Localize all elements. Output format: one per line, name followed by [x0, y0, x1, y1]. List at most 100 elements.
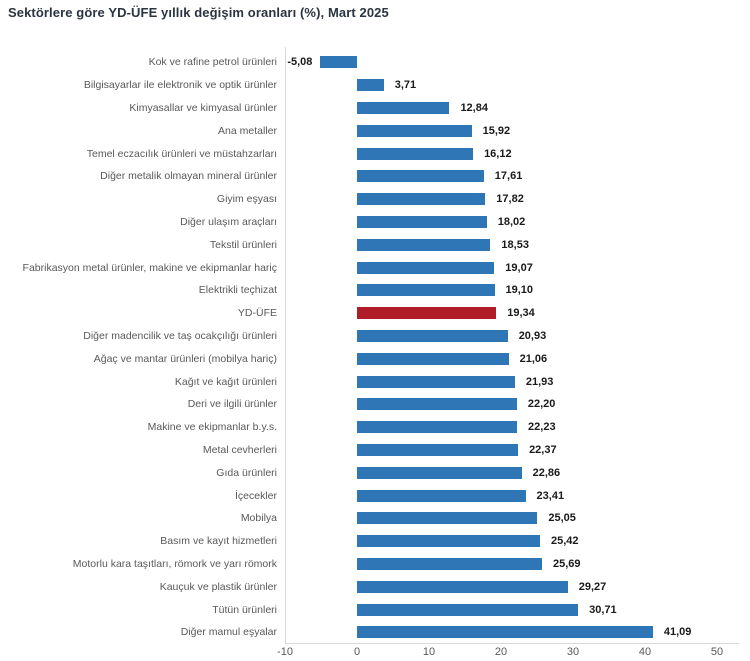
x-axis-tick-label: 0	[353, 646, 361, 658]
plot-cell: 3,71	[285, 74, 750, 97]
bar-row: Deri ve ilgili ürünler 22,20	[0, 393, 750, 416]
bar-row: Ana metaller 15,92	[0, 119, 750, 142]
category-label: Bilgisayarlar ile elektronik ve optik ür…	[83, 79, 277, 92]
x-axis-tick-label: 50	[710, 646, 724, 658]
category-label: Ana metaller	[218, 124, 277, 137]
bar	[357, 443, 519, 456]
bar-row: Temel eczacılık ürünleri ve müstahzarlar…	[0, 142, 750, 165]
category-label: Mobilya	[240, 512, 277, 525]
value-label: 22,37	[529, 443, 557, 456]
value-label: 25,69	[552, 557, 581, 570]
value-label: 25,05	[548, 512, 576, 525]
plot-cell: 19,10	[285, 279, 750, 302]
category-label: Deri ve ilgili ürünler	[187, 398, 277, 411]
plot-cell: 17,61	[285, 165, 750, 188]
plot-cell: 19,07	[285, 256, 750, 279]
category-label: İçecekler	[234, 489, 277, 502]
bar-row: Mobilya 25,05	[0, 507, 750, 530]
value-label: 15,92	[482, 124, 511, 137]
value-label: 41,09	[663, 626, 692, 639]
plot-cell: 20,93	[285, 325, 750, 348]
category-label: Fabrikasyon metal ürünler, makine ve eki…	[22, 261, 277, 274]
plot-cell: 12,84	[285, 97, 750, 120]
plot-cell: 22,20	[285, 393, 750, 416]
bar	[357, 466, 522, 479]
plot-cell: 21,06	[285, 347, 750, 370]
plot-cell: 41,09	[285, 621, 750, 644]
plot-cell: -5,08	[285, 51, 750, 74]
plot-cell: 15,92	[285, 119, 750, 142]
value-label: 19,07	[505, 261, 533, 274]
bar-row: Motorlu kara taşıtları, römork ve yarı r…	[0, 553, 750, 576]
bar-row: Kimyasallar ve kimyasal ürünler 12,84	[0, 97, 750, 120]
chart-title: Sektörlere göre YD-ÜFE yıllık değişim or…	[8, 5, 389, 20]
bar-row: Kağıt ve kağıt ürünleri 21,93	[0, 370, 750, 393]
bar-row: Metal cevherleri 22,37	[0, 439, 750, 462]
bar	[357, 580, 568, 593]
plot-cell: 21,93	[285, 370, 750, 393]
category-label: Giyim eşyası	[216, 193, 277, 206]
plot-cell: 18,53	[285, 233, 750, 256]
bar	[357, 79, 384, 92]
x-axis-tick-label: 30	[566, 646, 580, 658]
x-axis-tick-label: 10	[422, 646, 436, 658]
category-label: Ağaç ve mantar ürünleri (mobilya hariç)	[93, 352, 277, 365]
category-label: Temel eczacılık ürünleri ve müstahzarlar…	[86, 147, 277, 160]
bar	[357, 147, 474, 160]
category-label: Diğer ulaşım araçları	[180, 215, 277, 228]
category-label: Diğer mamul eşyalar	[180, 626, 277, 639]
bar-row: Tütün ürünleri 30,71	[0, 598, 750, 621]
bar	[357, 421, 518, 434]
bar	[357, 170, 484, 183]
category-label: Kok ve rafine petrol ürünleri	[148, 56, 277, 69]
value-label: 19,10	[505, 284, 534, 297]
bar	[357, 101, 450, 114]
bar	[357, 557, 542, 570]
x-axis-tick-label: 40	[638, 646, 652, 658]
bar	[357, 329, 508, 342]
value-label: 23,41	[536, 489, 565, 502]
x-axis-tick-label: 20	[494, 646, 508, 658]
bar-row: YD-ÜFE 19,34	[0, 302, 750, 325]
value-label: 18,02	[497, 215, 526, 228]
value-label: 22,23	[528, 421, 556, 434]
plot-cell: 17,82	[285, 188, 750, 211]
value-label: 19,34	[507, 307, 535, 320]
category-label: Elektrikli teçhizat	[198, 284, 277, 297]
value-label: 12,84	[460, 101, 488, 114]
bar-row: İçecekler 23,41	[0, 484, 750, 507]
bar	[357, 261, 495, 274]
value-label: -5,08	[287, 56, 313, 69]
value-label: 22,86	[532, 466, 561, 479]
bar-row: Diğer ulaşım araçları 18,02	[0, 211, 750, 234]
bar	[320, 56, 357, 69]
x-axis-line	[285, 643, 739, 644]
category-label: Gıda ürünleri	[216, 466, 277, 479]
highlight-bar	[357, 307, 497, 320]
plot-cell: 23,41	[285, 484, 750, 507]
plot-cell: 25,69	[285, 553, 750, 576]
bar-row: Diğer metalik olmayan mineral ürünler 17,…	[0, 165, 750, 188]
bar-row: Kok ve rafine petrol ürünleri -5,08	[0, 51, 750, 74]
bar	[357, 512, 538, 525]
bar-row: Ağaç ve mantar ürünleri (mobilya hariç) 2…	[0, 347, 750, 370]
category-label: Makine ve ekipmanlar b.y.s.	[147, 421, 277, 434]
category-label: Tekstil ürünleri	[209, 238, 277, 251]
value-label: 17,61	[494, 170, 523, 183]
bar-row: Diğer mamul eşyalar 41,09	[0, 621, 750, 644]
bar-row: Tekstil ürünleri 18,53	[0, 233, 750, 256]
value-label: 16,12	[484, 147, 512, 160]
value-label: 17,82	[496, 193, 524, 206]
bar-row: Diğer madencilik ve taş ocakçılığı ürünl…	[0, 325, 750, 348]
bar-row: Giyim eşyası 17,82	[0, 188, 750, 211]
value-label: 21,06	[519, 352, 548, 365]
plot-cell: 16,12	[285, 142, 750, 165]
value-label: 29,27	[578, 580, 607, 593]
bar	[357, 626, 653, 639]
plot-cell: 25,05	[285, 507, 750, 530]
bar-row: Makine ve ekipmanlar b.y.s. 22,23	[0, 416, 750, 439]
category-label: Diğer metalik olmayan mineral ürünler	[100, 170, 277, 183]
category-label: Basım ve kayıt hizmetleri	[160, 535, 277, 548]
bar-row: Kauçuk ve plastik ürünler 29,27	[0, 575, 750, 598]
